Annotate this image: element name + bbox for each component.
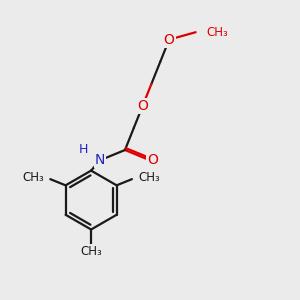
Text: N: N [95, 153, 105, 167]
Text: CH₃: CH₃ [22, 172, 44, 184]
Text: O: O [137, 99, 148, 113]
Text: O: O [164, 33, 175, 46]
Text: CH₃: CH₃ [80, 245, 102, 258]
Text: H: H [79, 143, 88, 157]
Text: O: O [147, 153, 158, 167]
Text: CH₃: CH₃ [206, 26, 228, 39]
Text: CH₃: CH₃ [138, 172, 160, 184]
